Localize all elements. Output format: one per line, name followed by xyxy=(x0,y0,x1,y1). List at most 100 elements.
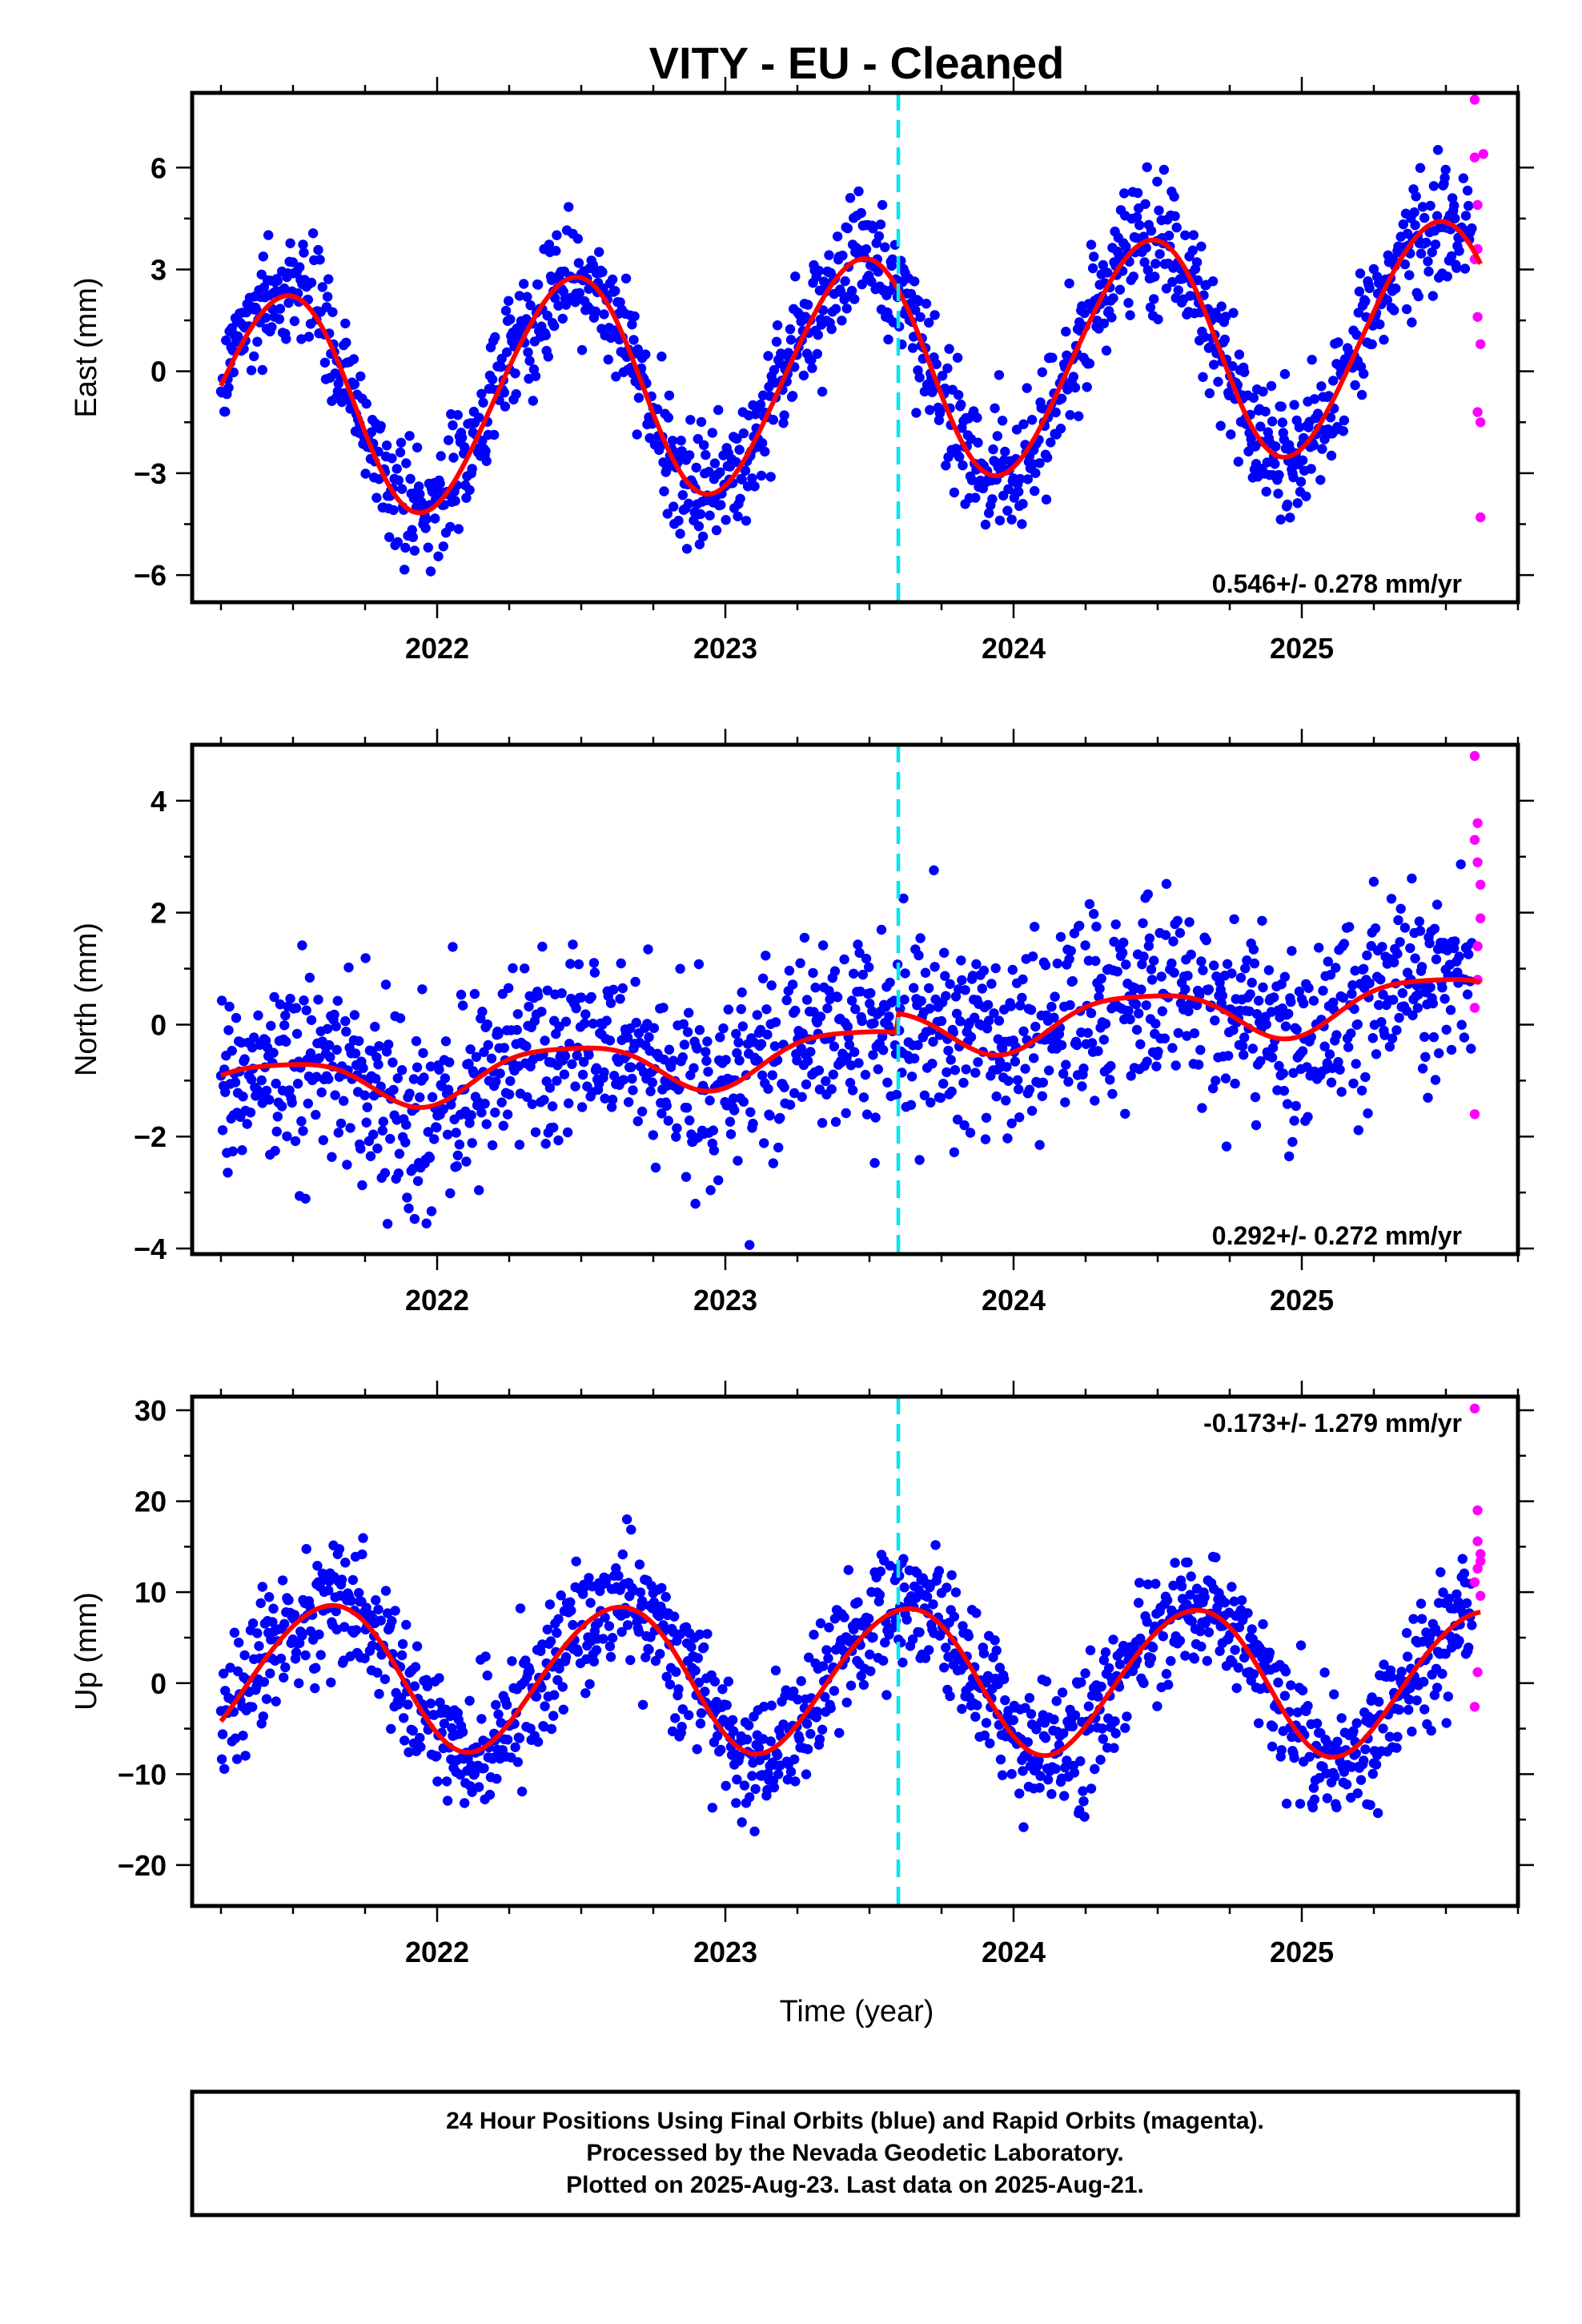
data-point xyxy=(1365,1799,1375,1811)
data-point xyxy=(1038,404,1049,414)
data-point xyxy=(675,963,685,974)
data-point xyxy=(548,1122,559,1133)
data-point xyxy=(670,1713,681,1723)
data-point xyxy=(650,1162,661,1173)
data-point xyxy=(246,365,257,376)
data-point xyxy=(1351,1718,1362,1728)
data-point xyxy=(775,1112,785,1124)
data-point xyxy=(1041,494,1052,505)
data-point xyxy=(1399,923,1411,933)
data-point xyxy=(814,1084,825,1095)
data-point xyxy=(656,1582,667,1594)
data-point xyxy=(544,1599,556,1610)
data-point xyxy=(404,1203,414,1214)
data-point xyxy=(1098,1035,1110,1045)
data-point xyxy=(628,335,639,345)
data-point xyxy=(761,1004,772,1015)
data-point xyxy=(1276,979,1287,990)
data-point xyxy=(1100,1647,1111,1658)
data-point xyxy=(941,460,951,471)
rapid-point xyxy=(1472,818,1483,828)
data-point xyxy=(1376,1017,1387,1027)
data-point xyxy=(404,1747,414,1758)
data-point xyxy=(539,1095,549,1105)
data-point xyxy=(271,1696,281,1707)
data-point xyxy=(476,388,487,399)
data-point xyxy=(718,1715,729,1725)
data-point xyxy=(1289,1116,1299,1126)
data-point xyxy=(873,267,884,277)
data-point xyxy=(824,1622,834,1633)
data-point xyxy=(247,1702,258,1712)
data-point xyxy=(840,275,850,287)
data-point xyxy=(1263,965,1275,975)
data-point xyxy=(928,384,938,395)
data-point xyxy=(396,437,407,448)
data-point xyxy=(1198,372,1208,382)
data-point xyxy=(1141,243,1151,253)
data-point xyxy=(1327,1063,1338,1073)
data-point xyxy=(1161,879,1172,889)
data-point xyxy=(381,440,392,451)
data-point xyxy=(794,1734,805,1744)
data-point xyxy=(624,1097,634,1108)
data-point xyxy=(1347,980,1358,991)
data-point xyxy=(713,1175,724,1186)
data-point xyxy=(921,299,932,309)
data-point xyxy=(727,1715,738,1725)
data-point xyxy=(294,1678,304,1689)
data-point xyxy=(559,1069,570,1080)
data-point xyxy=(712,1731,723,1741)
data-point xyxy=(514,1140,525,1150)
data-point xyxy=(1110,1716,1120,1727)
data-point xyxy=(1394,1704,1404,1715)
data-point xyxy=(1379,335,1389,345)
y-axis-label: Up (mm) xyxy=(70,1592,103,1711)
data-point xyxy=(721,515,731,525)
data-point xyxy=(420,523,431,533)
data-point xyxy=(493,1709,504,1719)
data-point xyxy=(584,1679,595,1690)
data-point xyxy=(467,1138,477,1148)
data-point xyxy=(275,999,286,1010)
data-point xyxy=(1199,332,1210,343)
data-point xyxy=(1239,367,1250,377)
data-point xyxy=(474,1185,484,1196)
data-point xyxy=(375,1615,386,1626)
data-point xyxy=(909,1053,920,1063)
data-point xyxy=(1067,975,1078,987)
data-point xyxy=(374,1689,384,1699)
data-point xyxy=(483,1039,493,1051)
data-point xyxy=(936,1015,947,1027)
data-point xyxy=(358,1063,368,1073)
data-point xyxy=(1002,1133,1013,1144)
footer-line-1: 24 Hour Positions Using Final Orbits (bl… xyxy=(446,2108,1264,2134)
data-point xyxy=(549,320,560,332)
data-point xyxy=(1044,1065,1054,1076)
data-point xyxy=(1285,513,1295,523)
data-point xyxy=(813,330,823,340)
data-point xyxy=(223,1168,233,1178)
data-point xyxy=(1180,230,1191,240)
data-point xyxy=(240,1751,251,1761)
data-point xyxy=(1052,958,1063,969)
data-point xyxy=(957,975,967,986)
data-point xyxy=(1370,923,1381,934)
data-point xyxy=(516,1786,528,1797)
data-point xyxy=(723,1676,733,1687)
data-point xyxy=(601,1015,612,1026)
data-point xyxy=(691,462,701,473)
data-point xyxy=(340,318,351,329)
data-point xyxy=(1046,1001,1057,1012)
data-point xyxy=(914,1627,925,1638)
data-point xyxy=(580,1582,590,1592)
data-point xyxy=(297,940,307,951)
data-point xyxy=(1183,1006,1194,1017)
data-point xyxy=(1264,1647,1275,1658)
data-point xyxy=(994,370,1005,380)
data-point xyxy=(618,1075,628,1085)
data-point xyxy=(1288,472,1299,483)
data-point xyxy=(1325,970,1336,980)
data-point xyxy=(1170,211,1180,222)
data-point xyxy=(693,1653,703,1663)
